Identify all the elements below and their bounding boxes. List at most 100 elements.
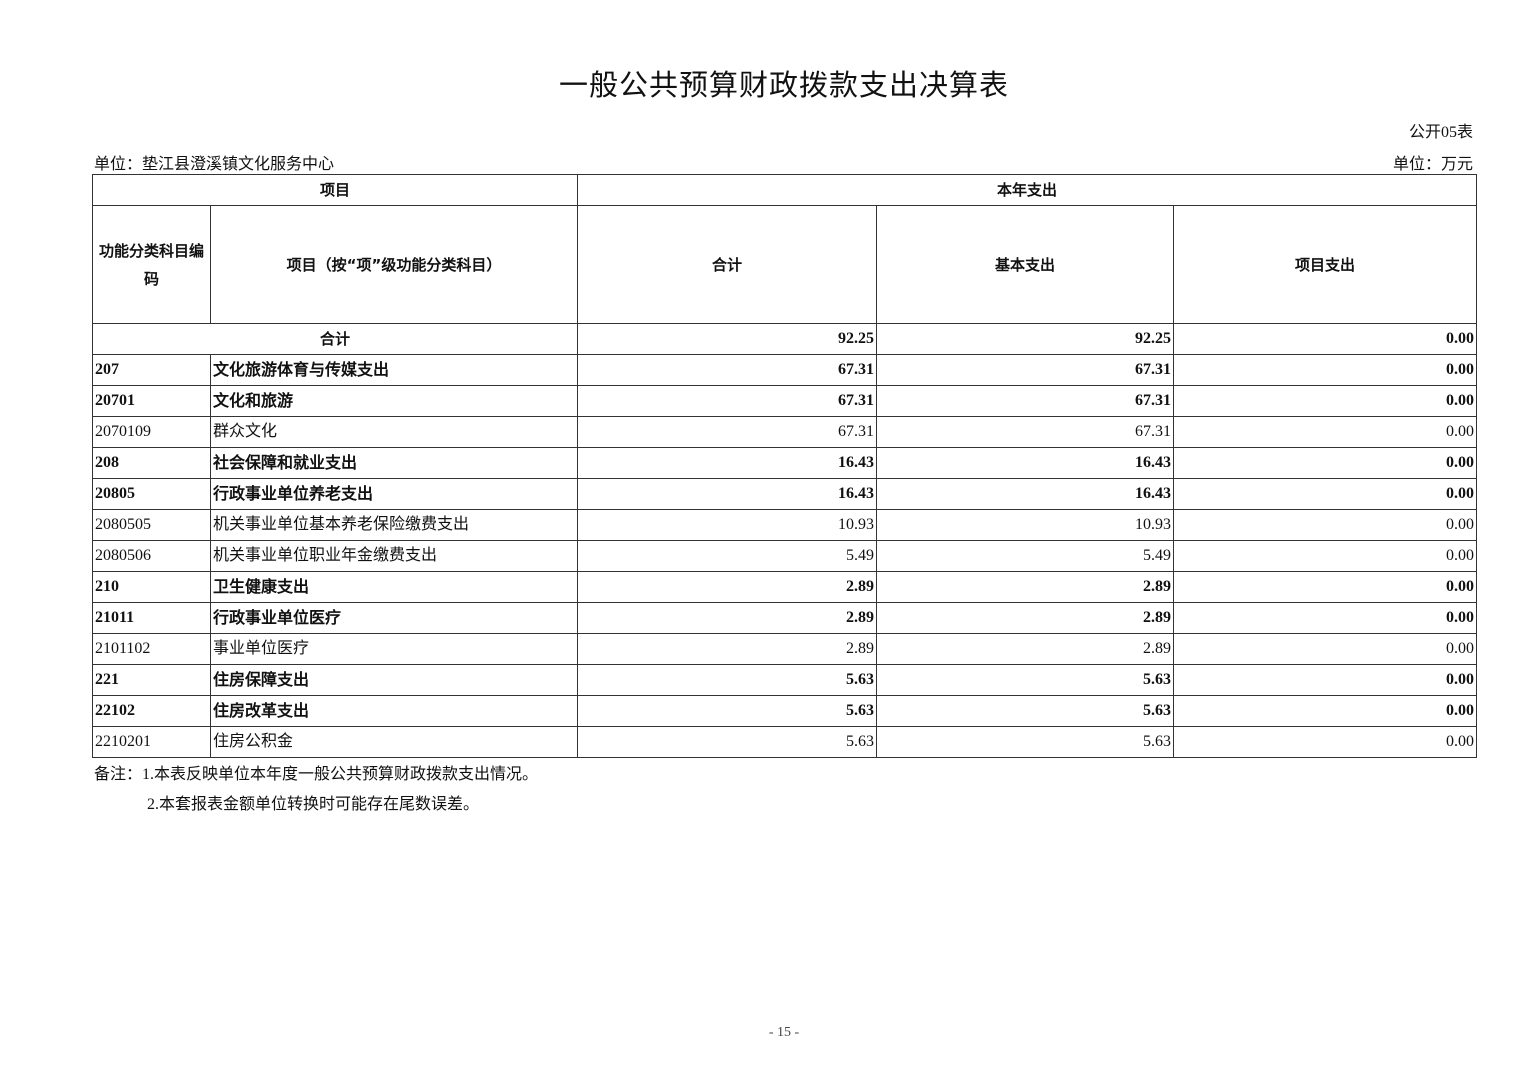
total-row: 合计 92.25 92.25 0.00	[91, 323, 1478, 355]
row-total: 67.31	[577, 385, 878, 417]
row-basic: 10.93	[876, 509, 1175, 541]
row-code: 2070109	[92, 416, 211, 448]
row-project: 0.00	[1173, 354, 1478, 386]
table-row: 2080505 机关事业单位基本养老保险缴费支出 10.93 10.93 0.00	[92, 509, 1478, 541]
table-row: 2070109 群众文化 67.31 67.31 0.00	[92, 416, 1478, 448]
row-name: 卫生健康支出	[209, 571, 579, 603]
row-name: 社会保障和就业支出	[209, 447, 579, 479]
row-basic: 5.49	[876, 540, 1175, 572]
row-project: 0.00	[1173, 385, 1478, 417]
organization-unit: 单位：垫江县澄溪镇文化服务中心	[94, 156, 335, 173]
note-1: 备注：1.本表反映单位本年度一般公共预算财政拨款支出情况。	[94, 766, 539, 783]
expenditure-table: 项目 本年支出 功能分类科目编码 项目（按“项”级功能分类科目） 合计 基本支出…	[91, 174, 1478, 758]
row-basic: 67.31	[876, 416, 1175, 448]
row-code: 2101102	[92, 633, 211, 665]
row-code: 2080506	[92, 540, 211, 572]
row-basic: 5.63	[876, 726, 1175, 758]
row-total: 2.89	[577, 633, 878, 665]
table-row: 21011 行政事业单位医疗 2.89 2.89 0.00	[92, 602, 1478, 634]
table-row: 20701 文化和旅游 67.31 67.31 0.00	[92, 385, 1478, 417]
table-row: 207 文化旅游体育与传媒支出 67.31 67.31 0.00	[92, 354, 1478, 386]
row-total: 5.63	[577, 664, 878, 696]
total-total: 92.25	[577, 323, 878, 355]
row-basic: 16.43	[876, 478, 1175, 510]
row-project: 0.00	[1173, 571, 1478, 603]
note-2: 2.本套报表金额单位转换时可能存在尾数误差。	[147, 796, 480, 813]
row-basic: 5.63	[876, 695, 1175, 727]
row-name: 住房公积金	[209, 726, 579, 758]
row-total: 2.89	[577, 571, 878, 603]
row-project: 0.00	[1173, 478, 1478, 510]
row-total: 67.31	[577, 416, 878, 448]
total-project: 0.00	[1173, 323, 1478, 355]
table-row: 2080506 机关事业单位职业年金缴费支出 5.49 5.49 0.00	[92, 540, 1478, 572]
header-row-2: 功能分类科目编码 项目（按“项”级功能分类科目） 合计 基本支出 项目支出	[92, 205, 1478, 324]
row-name: 机关事业单位基本养老保险缴费支出	[209, 509, 579, 541]
document-title: 一般公共预算财政拨款支出决算表	[558, 70, 1009, 102]
row-total: 67.31	[577, 354, 878, 386]
row-project: 0.00	[1173, 633, 1478, 665]
row-basic: 67.31	[876, 354, 1175, 386]
row-total: 2.89	[577, 602, 878, 634]
table-row: 20805 行政事业单位养老支出 16.43 16.43 0.00	[92, 478, 1478, 510]
table-row: 210 卫生健康支出 2.89 2.89 0.00	[92, 571, 1478, 603]
row-name: 机关事业单位职业年金缴费支出	[209, 540, 579, 572]
table-row: 2101102 事业单位医疗 2.89 2.89 0.00	[92, 633, 1478, 665]
page-number: - 15 -	[768, 1025, 800, 1040]
row-name: 群众文化	[209, 416, 579, 448]
row-project: 0.00	[1173, 509, 1478, 541]
row-name: 行政事业单位医疗	[209, 602, 579, 634]
total-basic: 92.25	[876, 323, 1175, 355]
row-code: 2080505	[92, 509, 211, 541]
total-label: 合计	[91, 323, 579, 355]
row-name: 住房改革支出	[209, 695, 579, 727]
row-code: 208	[92, 447, 211, 479]
row-basic: 67.31	[876, 385, 1175, 417]
row-project: 0.00	[1173, 726, 1478, 758]
header-project-expense: 项目支出	[1173, 205, 1478, 324]
row-total: 10.93	[577, 509, 878, 541]
row-total: 5.49	[577, 540, 878, 572]
row-basic: 2.89	[876, 571, 1175, 603]
row-code: 210	[92, 571, 211, 603]
row-basic: 16.43	[876, 447, 1175, 479]
header-total: 合计	[577, 205, 878, 324]
row-basic: 2.89	[876, 633, 1175, 665]
row-name: 行政事业单位养老支出	[209, 478, 579, 510]
row-project: 0.00	[1173, 416, 1478, 448]
row-code: 207	[92, 354, 211, 386]
header-project: 项目	[91, 174, 579, 206]
header-basic: 基本支出	[876, 205, 1175, 324]
header-row-1: 项目 本年支出	[91, 174, 1478, 206]
row-total: 16.43	[577, 447, 878, 479]
table-row: 221 住房保障支出 5.63 5.63 0.00	[92, 664, 1478, 696]
row-code: 20805	[92, 478, 211, 510]
row-code: 22102	[92, 695, 211, 727]
row-code: 221	[92, 664, 211, 696]
money-unit: 单位：万元	[1392, 156, 1473, 173]
row-name: 文化旅游体育与传媒支出	[209, 354, 579, 386]
row-total: 5.63	[577, 695, 878, 727]
row-project: 0.00	[1173, 602, 1478, 634]
row-code: 21011	[92, 602, 211, 634]
row-project: 0.00	[1173, 447, 1478, 479]
row-basic: 5.63	[876, 664, 1175, 696]
row-project: 0.00	[1173, 540, 1478, 572]
table-row: 22102 住房改革支出 5.63 5.63 0.00	[92, 695, 1478, 727]
row-total: 16.43	[577, 478, 878, 510]
row-name: 事业单位医疗	[209, 633, 579, 665]
header-code: 功能分类科目编码	[92, 205, 211, 324]
table-row: 2210201 住房公积金 5.63 5.63 0.00	[92, 726, 1478, 758]
row-name: 住房保障支出	[209, 664, 579, 696]
row-basic: 2.89	[876, 602, 1175, 634]
row-name: 文化和旅游	[209, 385, 579, 417]
row-total: 5.63	[577, 726, 878, 758]
header-item: 项目（按“项”级功能分类科目）	[209, 205, 579, 324]
row-code: 20701	[92, 385, 211, 417]
table-number: 公开05表	[1408, 124, 1473, 141]
row-project: 0.00	[1173, 695, 1478, 727]
row-project: 0.00	[1173, 664, 1478, 696]
row-code: 2210201	[92, 726, 211, 758]
table-row: 208 社会保障和就业支出 16.43 16.43 0.00	[92, 447, 1478, 479]
header-year-expense: 本年支出	[577, 174, 1478, 206]
